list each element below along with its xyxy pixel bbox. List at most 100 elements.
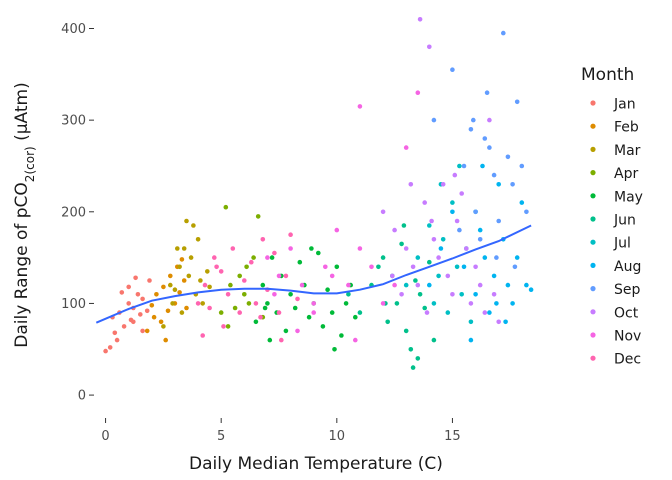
data-point-oct xyxy=(431,237,437,242)
data-point-jun xyxy=(399,241,404,247)
data-point-sep xyxy=(468,127,474,132)
data-point-dec xyxy=(218,269,224,274)
data-point-jul xyxy=(403,282,409,288)
data-point-oct xyxy=(429,218,434,224)
series-jun xyxy=(346,223,437,370)
series-oct xyxy=(380,17,502,325)
series-sep xyxy=(431,30,529,270)
data-point-feb xyxy=(168,273,173,279)
data-point-jan xyxy=(103,348,108,354)
data-point-nov xyxy=(311,310,317,315)
data-point-may xyxy=(320,324,326,329)
data-point-jun xyxy=(427,259,432,265)
data-point-apr xyxy=(223,204,229,210)
data-point-jun xyxy=(431,337,437,343)
y-axis-title-unit: (µAtm) xyxy=(12,82,32,146)
data-point-aug xyxy=(514,255,520,260)
data-point-oct xyxy=(436,255,441,260)
legend-label-sep: Sep xyxy=(614,282,641,298)
data-point-aug xyxy=(468,337,474,343)
data-point-oct xyxy=(491,292,497,297)
data-point-oct xyxy=(399,292,404,297)
data-point-nov xyxy=(288,246,293,251)
legend: Month Jan Feb Mar Apr May Jun Jul Aug Sep Oct Nov D… xyxy=(581,65,643,368)
data-point-aug xyxy=(503,319,508,325)
data-point-mar xyxy=(188,255,194,260)
y-axis-title: Daily Range of pCO2(cor) (µAtm) xyxy=(12,82,37,347)
data-point-feb xyxy=(144,328,150,334)
data-point-jan xyxy=(144,308,150,314)
data-point-jun xyxy=(408,347,414,352)
data-point-mar xyxy=(207,284,212,290)
data-point-sep xyxy=(519,163,525,169)
data-point-dec xyxy=(230,246,236,251)
legend-label-may: May xyxy=(614,189,643,205)
data-point-sep xyxy=(510,182,515,187)
data-point-mar xyxy=(161,324,166,329)
x-tick-label: 10 xyxy=(329,429,346,444)
data-point-oct xyxy=(459,191,465,196)
data-point-apr xyxy=(218,310,224,315)
data-point-dec xyxy=(283,273,289,279)
data-point-may xyxy=(262,305,268,311)
y-tick-label: 400 xyxy=(61,22,86,37)
data-point-oct xyxy=(487,117,492,123)
data-point-mar xyxy=(191,223,196,228)
data-point-mar xyxy=(168,282,173,288)
data-point-jun xyxy=(385,319,391,325)
data-point-nov xyxy=(357,104,363,109)
data-point-mar xyxy=(177,264,182,270)
data-point-jan xyxy=(133,275,138,281)
data-point-dec xyxy=(253,301,259,306)
data-point-sep xyxy=(487,145,492,150)
data-point-may xyxy=(353,314,358,320)
series-mar xyxy=(161,218,212,329)
data-point-dec xyxy=(260,237,266,242)
legend-key-apr xyxy=(590,170,596,176)
data-point-may xyxy=(316,250,321,256)
legend-label-jan: Jan xyxy=(613,97,636,113)
data-point-jan xyxy=(107,345,113,350)
data-point-mar xyxy=(200,301,205,306)
y-axis-title-subscript: 2(cor) xyxy=(23,146,37,182)
data-point-feb xyxy=(154,292,159,297)
legend-label-jul: Jul xyxy=(613,236,631,252)
data-point-jul xyxy=(459,292,465,297)
data-point-oct xyxy=(496,319,502,325)
axes: 0 5 10 15 0 100 200 300 400 xyxy=(61,22,461,444)
legend-label-feb: Feb xyxy=(614,120,639,136)
data-point-aug xyxy=(491,273,497,279)
data-point-nov xyxy=(353,337,358,343)
data-point-jun xyxy=(410,365,416,370)
legend-title: Month xyxy=(581,65,634,85)
data-point-may xyxy=(297,259,303,265)
data-point-aug xyxy=(461,264,467,270)
legend-label-nov: Nov xyxy=(614,329,641,345)
data-point-sep xyxy=(450,67,455,72)
data-point-oct xyxy=(440,182,446,187)
legend-key-jan xyxy=(590,100,596,106)
data-point-oct xyxy=(390,273,395,279)
data-point-sep xyxy=(505,154,511,160)
data-point-may xyxy=(283,328,289,334)
data-point-may xyxy=(267,337,273,343)
data-point-feb xyxy=(151,314,157,320)
data-point-aug xyxy=(528,287,534,293)
data-point-feb xyxy=(149,303,155,308)
data-point-jan xyxy=(114,337,120,343)
data-point-dec xyxy=(214,264,219,270)
data-point-nov xyxy=(329,273,335,279)
y-tick-label: 200 xyxy=(61,205,86,220)
data-point-dec xyxy=(195,301,201,306)
data-point-oct xyxy=(380,209,386,215)
data-point-sep xyxy=(512,264,518,270)
series-dec xyxy=(195,232,300,343)
data-point-dec xyxy=(258,314,263,320)
legend-label-oct: Oct xyxy=(614,305,639,321)
data-point-dec xyxy=(225,292,231,297)
data-point-nov xyxy=(369,264,374,270)
legend-label-jun: Jun xyxy=(613,213,636,229)
legend-key-mar xyxy=(590,146,596,152)
data-point-jan xyxy=(147,278,152,283)
